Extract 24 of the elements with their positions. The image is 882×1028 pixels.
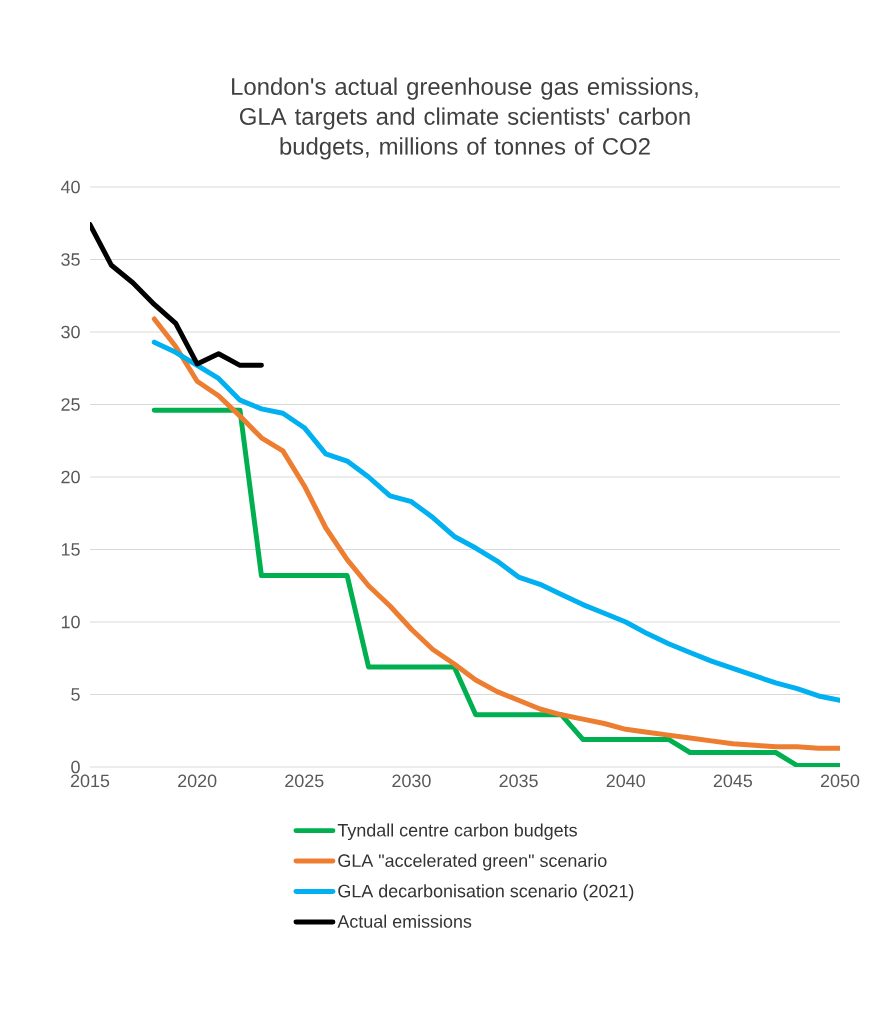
x-tick-label: 2040 [606,774,645,788]
y-tick-label: 10 [61,615,80,629]
x-tick-label: 2045 [713,774,753,788]
y-tick-label: 0 [71,760,80,774]
y-tick-label: 40 [60,180,80,194]
x-tick-label: 2050 [820,774,860,788]
line-series [151,316,841,751]
x-tick-label: 2025 [285,774,324,788]
y-tick-label: 25 [61,398,80,411]
legend-label: GLA decarbonisation scenario (2021) [338,884,634,901]
x-tick-label: 2020 [178,774,217,788]
y-tick-label: 30 [61,325,80,339]
y-tick-label: 5 [71,688,80,701]
x-tick-label: 2030 [392,774,431,788]
y-tick-label: 35 [61,253,80,266]
chart-title: London's actual greenhouse gas emissions, GLA targets and climate scientists' carbon budgets, millions of tonnes of CO2 [232,77,698,160]
x-tick-label: 2015 [70,774,110,788]
y-tick-label: 15 [61,543,80,556]
x-tick-label: 2035 [499,774,538,788]
y-tick-label: 20 [61,470,80,484]
legend-label: Actual emissions [337,914,472,928]
legend-label: GLA "accelerated green" scenario [338,853,607,871]
legend-label: Tyndall centre carbon budgets [337,823,577,841]
line-series [90,222,264,368]
